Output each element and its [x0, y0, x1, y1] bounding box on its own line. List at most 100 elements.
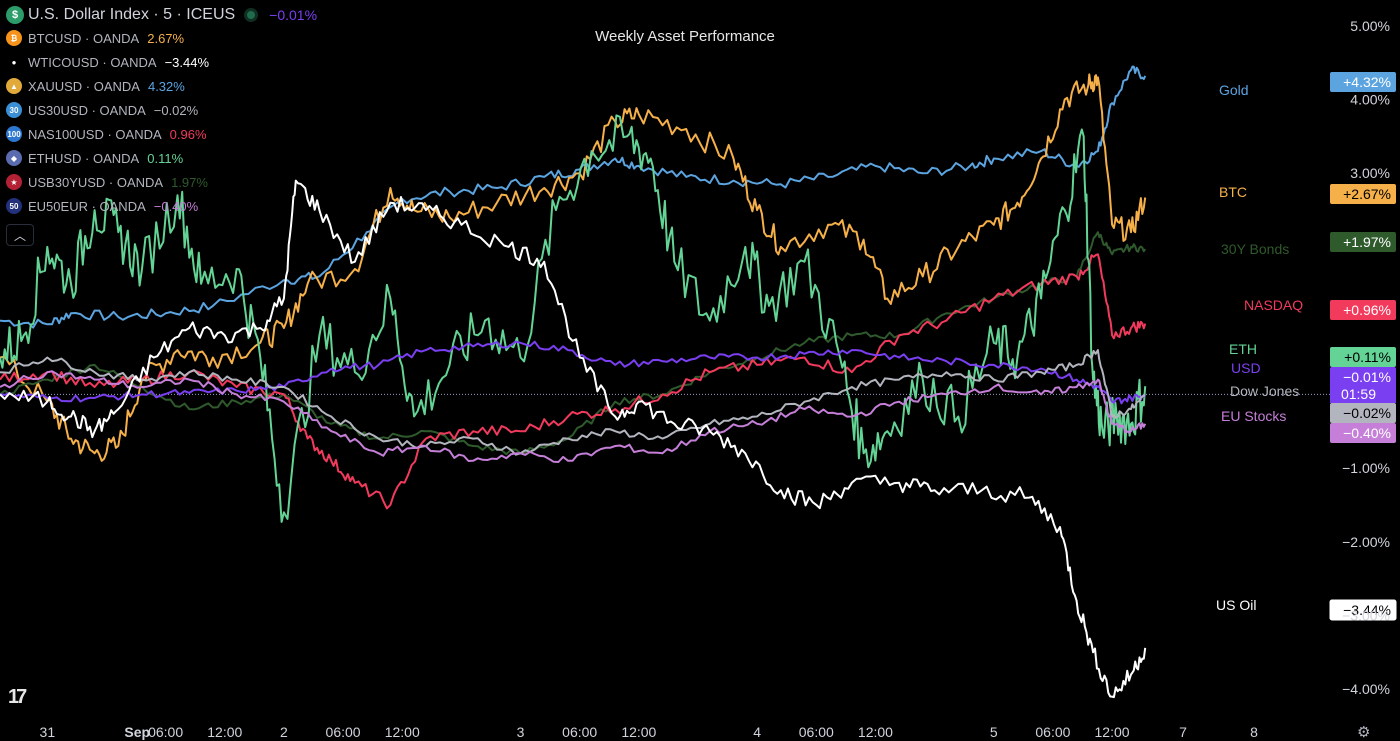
legend-item[interactable]: ● WTICOUSD · OANDA −3.44% — [6, 50, 317, 74]
x-tick-label: 06:00 — [326, 724, 361, 740]
legend-symbol: USB30YUSD · OANDA — [28, 174, 164, 190]
series-label: BTC — [1219, 184, 1247, 200]
series-line-eu-stocks — [0, 370, 1147, 463]
x-tick-label: 7 — [1179, 724, 1187, 740]
tradingview-logo-icon: 17 — [8, 686, 27, 708]
index-50-icon: 50 — [6, 198, 22, 214]
legend-panel: $ U.S. Dollar Index · 5 · ICEUS −0.01% ₿… — [6, 4, 317, 246]
x-tick-label: 8 — [1250, 724, 1258, 740]
legend-change: −0.02% — [153, 102, 199, 118]
price-badge-bg — [1329, 599, 1397, 621]
series-label: Dow Jones — [1230, 383, 1299, 399]
legend-change: 0.11% — [147, 150, 184, 166]
series-label: US Oil — [1216, 597, 1256, 613]
legend-symbol: ETHUSD · OANDA — [28, 150, 140, 166]
series-line-us-oil — [0, 179, 1147, 699]
price-badge-value: +0.96% — [1343, 302, 1391, 318]
dollar-sign-icon: $ — [6, 6, 24, 24]
series-line-gold — [0, 65, 1147, 329]
series-label: EU Stocks — [1221, 408, 1286, 424]
legend-change: 4.32% — [147, 78, 185, 94]
y-tick-label: −3.00% — [1342, 607, 1390, 623]
chart-lines — [0, 65, 1147, 699]
index-100-icon: 100 — [6, 126, 22, 142]
y-axis: 5.00% 4.00% 3.00% −1.00% −2.00% −3.00% −4.00% — [1342, 18, 1390, 697]
price-badge: −0.02% — [1330, 403, 1396, 423]
legend-symbol: WTICOUSD · OANDA — [28, 54, 157, 70]
legend-item[interactable]: 50 EU50EUR · OANDA −0.40% — [6, 194, 317, 218]
x-tick-label: 06:00 — [562, 724, 597, 740]
series-line-usd — [0, 340, 1146, 405]
x-tick-label: 12:00 — [1095, 724, 1130, 740]
price-badge-bg — [1330, 232, 1396, 252]
price-badge-bg — [1330, 347, 1396, 367]
x-tick-label: 06:00 — [1035, 724, 1070, 740]
price-badge: +4.32% — [1330, 72, 1396, 92]
series-line-dow-jones — [0, 349, 1146, 456]
price-badge-value: +1.97% — [1343, 234, 1391, 250]
us-flag-icon: ★ — [6, 174, 22, 190]
main-symbol-row[interactable]: $ U.S. Dollar Index · 5 · ICEUS −0.01% — [6, 4, 317, 26]
price-badge-bg — [1330, 423, 1396, 443]
countdown-timer: 01:59 — [1341, 386, 1376, 402]
series-line-eth — [0, 114, 1147, 523]
x-tick-label: 4 — [753, 724, 761, 740]
legend-change: 0.96% — [169, 126, 207, 142]
y-tick-label: −4.00% — [1342, 681, 1390, 697]
legend-item[interactable]: 30 US30USD · OANDA −0.02% — [6, 98, 317, 122]
price-badge: +0.11% — [1330, 347, 1396, 367]
chevron-up-icon[interactable]: ︿ — [6, 224, 34, 246]
price-badge-value: +4.32% — [1343, 74, 1391, 90]
price-badges: +4.32% +2.67% +1.97% +0.96% +0.11% −0.01% −0.0… — [1329, 72, 1397, 621]
price-badge-value: −3.44% — [1343, 602, 1391, 618]
ethereum-icon: ◆ — [6, 150, 22, 166]
legend-item[interactable]: ★ USB30YUSD · OANDA 1.97% — [6, 170, 317, 194]
price-badge-value: +2.67% — [1343, 186, 1391, 202]
y-tick-label: −1.00% — [1342, 460, 1390, 476]
y-tick-label: −2.00% — [1342, 534, 1390, 550]
price-badge: +2.67% — [1330, 184, 1396, 204]
main-change: −0.01% — [269, 7, 318, 23]
x-tick-label: 12:00 — [385, 724, 420, 740]
price-badge-bg — [1330, 403, 1396, 423]
series-line-btc — [0, 73, 1147, 462]
chart-title: Weekly Asset Performance — [595, 28, 775, 45]
x-tick-label: 12:00 — [207, 724, 242, 740]
legend-change: −3.44% — [164, 54, 210, 70]
y-tick-label: 5.00% — [1350, 18, 1390, 34]
x-tick-label: 2 — [280, 724, 288, 740]
price-badge-bg — [1330, 367, 1396, 387]
legend-change: −0.40% — [153, 198, 199, 214]
legend-item[interactable]: ₿ BTCUSD · OANDA 2.67% — [6, 26, 317, 50]
series-label: USD — [1231, 360, 1261, 376]
main-symbol: U.S. Dollar Index · 5 · ICEUS — [28, 6, 236, 23]
legend-item[interactable]: 100 NAS100USD · OANDA 0.96% — [6, 122, 317, 146]
legend-item[interactable]: ▲ XAUUSD · OANDA 4.32% — [6, 74, 317, 98]
gear-icon[interactable]: ⚙ — [1357, 724, 1371, 741]
x-tick-label: Sep — [124, 724, 150, 740]
series-label: ETH — [1229, 341, 1257, 357]
price-badge: −0.40% — [1330, 423, 1396, 443]
gold-bars-icon: ▲ — [6, 78, 22, 94]
legend-symbol: NAS100USD · OANDA — [28, 126, 162, 142]
x-tick-label: 12:00 — [858, 724, 893, 740]
price-badge-value: −0.40% — [1343, 425, 1391, 441]
countdown-bg — [1330, 385, 1396, 403]
legend-item[interactable]: ◆ ETHUSD · OANDA 0.11% — [6, 146, 317, 170]
price-badge-value: −0.02% — [1343, 405, 1391, 421]
price-badge: +0.96% — [1330, 300, 1396, 320]
x-tick-label: 06:00 — [148, 724, 183, 740]
x-tick-label: 12:00 — [621, 724, 656, 740]
y-tick-label: 3.00% — [1350, 165, 1390, 181]
bitcoin-icon: ₿ — [6, 30, 22, 46]
x-tick-label: 3 — [517, 724, 525, 740]
legend-change: 1.97% — [171, 174, 208, 190]
legend-change: 2.67% — [147, 30, 185, 46]
market-status-dot — [247, 11, 256, 19]
oil-drop-icon: ● — [6, 54, 22, 70]
series-line-nasdaq — [0, 253, 1147, 510]
price-badge: −0.01% — [1330, 367, 1396, 387]
y-tick-label: 4.00% — [1350, 92, 1390, 108]
price-badge-bg — [1330, 72, 1396, 92]
